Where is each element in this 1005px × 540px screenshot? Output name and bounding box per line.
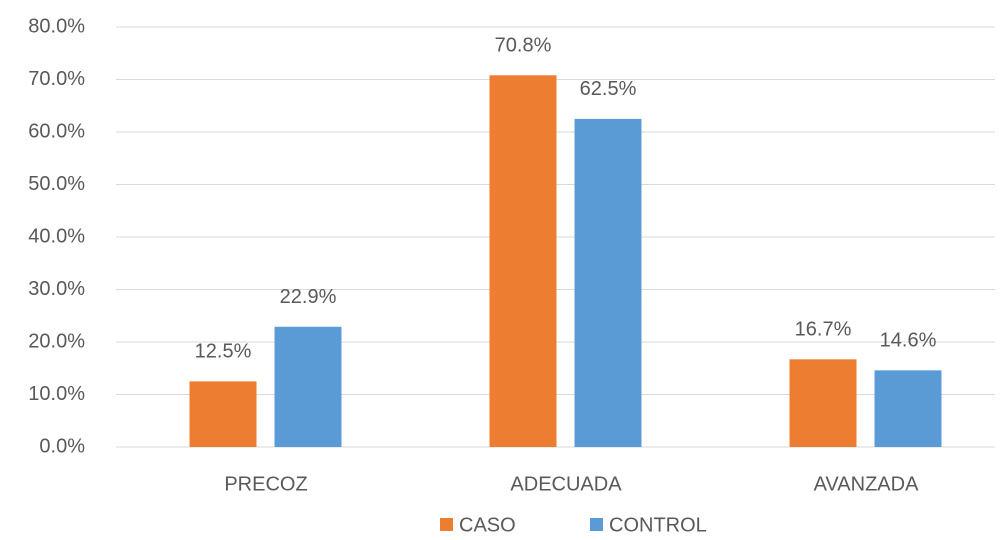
data-label: 70.8%: [495, 35, 552, 57]
bar: [874, 370, 942, 447]
bar: [274, 326, 342, 447]
legend-swatch: [440, 518, 453, 531]
bar: [189, 381, 257, 447]
data-label: 14.6%: [880, 330, 937, 352]
y-tick-label: 30.0%: [28, 278, 85, 300]
y-tick-label: 60.0%: [28, 120, 85, 142]
data-label: 62.5%: [580, 78, 637, 100]
y-tick-label: 50.0%: [28, 173, 85, 195]
bar: [574, 118, 642, 447]
bar: [789, 359, 857, 447]
y-tick-label: 40.0%: [28, 225, 85, 247]
y-tick-label: 20.0%: [28, 330, 85, 352]
x-tick-label: AVANZADA: [814, 473, 919, 495]
y-tick-label: 80.0%: [28, 15, 85, 37]
legend-label: CONTROL: [609, 514, 707, 536]
legend-label: CASO: [459, 514, 516, 536]
data-label: 16.7%: [795, 319, 852, 341]
y-tick-label: 10.0%: [28, 383, 85, 405]
data-label: 12.5%: [195, 341, 252, 363]
y-tick-label: 0.0%: [39, 435, 85, 457]
y-tick-label: 70.0%: [28, 68, 85, 90]
data-label: 22.9%: [280, 286, 337, 308]
bar: [489, 75, 557, 448]
x-tick-label: PRECOZ: [224, 473, 307, 495]
legend-swatch: [590, 518, 603, 531]
x-tick-label: ADECUADA: [510, 473, 622, 495]
